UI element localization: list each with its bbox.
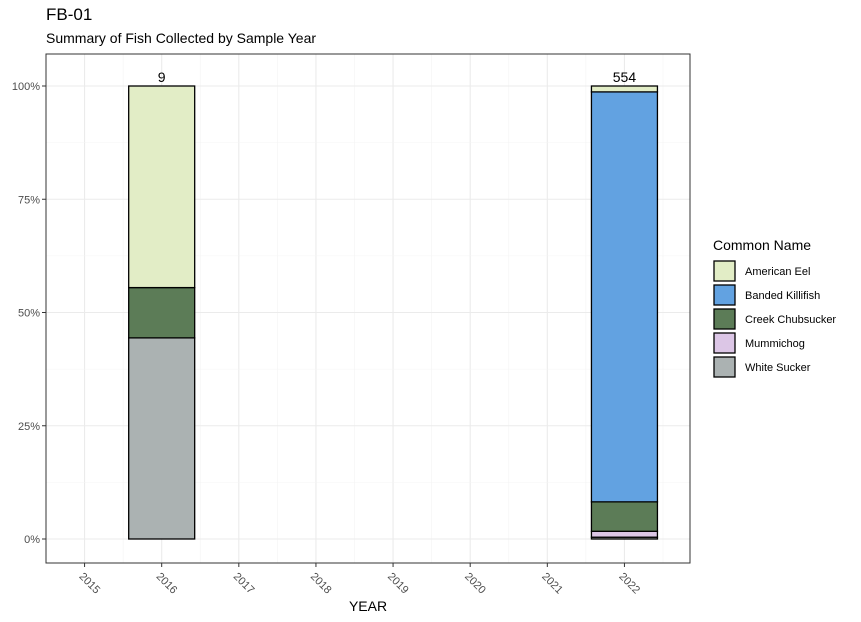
y-tick-label: 75% bbox=[18, 194, 40, 206]
bar-total-label: 9 bbox=[158, 69, 166, 85]
x-tick-label: 2016 bbox=[154, 571, 180, 597]
bar-segment bbox=[590, 91, 659, 503]
bar-segment bbox=[590, 85, 659, 93]
x-tick-label: 2022 bbox=[616, 571, 642, 597]
x-axis: 2015 2016 2017 2018 2019 2020 2021 2022 bbox=[76, 563, 642, 596]
legend: Common Name American Eel Banded Killifish… bbox=[713, 237, 836, 378]
legend-label: Mummichog bbox=[745, 338, 805, 350]
bar-segment bbox=[128, 286, 196, 339]
x-axis-title: YEAR bbox=[349, 598, 387, 614]
x-tick-label: 2017 bbox=[231, 571, 257, 597]
y-tick-label: 100% bbox=[12, 81, 40, 93]
legend-swatch bbox=[713, 308, 736, 330]
y-axis: 0% 25% 50% 75% 100% bbox=[12, 81, 46, 546]
legend-swatch bbox=[713, 284, 736, 306]
legend-label: Banded Killifish bbox=[745, 290, 820, 302]
x-tick-label: 2021 bbox=[539, 571, 565, 597]
x-tick-label: 2020 bbox=[462, 571, 488, 597]
plot-border bbox=[45, 53, 691, 564]
y-tick-label: 0% bbox=[24, 534, 40, 546]
bar-segment bbox=[128, 337, 196, 540]
legend-label: White Sucker bbox=[745, 362, 811, 374]
legend-label: American Eel bbox=[745, 266, 810, 278]
chart-subtitle: Summary of Fish Collected by Sample Year bbox=[46, 30, 316, 46]
x-tick-label: 2015 bbox=[76, 571, 102, 597]
bar-segment bbox=[590, 530, 659, 538]
legend-title: Common Name bbox=[713, 237, 811, 253]
legend-label: Creek Chubsucker bbox=[745, 314, 836, 326]
bar-total-label: 554 bbox=[613, 69, 637, 85]
y-tick-label: 25% bbox=[18, 421, 40, 433]
bar-segment bbox=[590, 501, 659, 532]
bars: 9 554 bbox=[128, 69, 659, 540]
x-tick-label: 2019 bbox=[385, 571, 411, 597]
bar-segment bbox=[128, 85, 196, 289]
legend-swatch bbox=[713, 356, 736, 378]
x-tick-label: 2018 bbox=[308, 571, 334, 597]
chart-title: FB-01 bbox=[46, 5, 92, 24]
legend-swatch bbox=[713, 332, 736, 354]
legend-swatch bbox=[713, 260, 736, 282]
y-tick-label: 50% bbox=[18, 308, 40, 320]
